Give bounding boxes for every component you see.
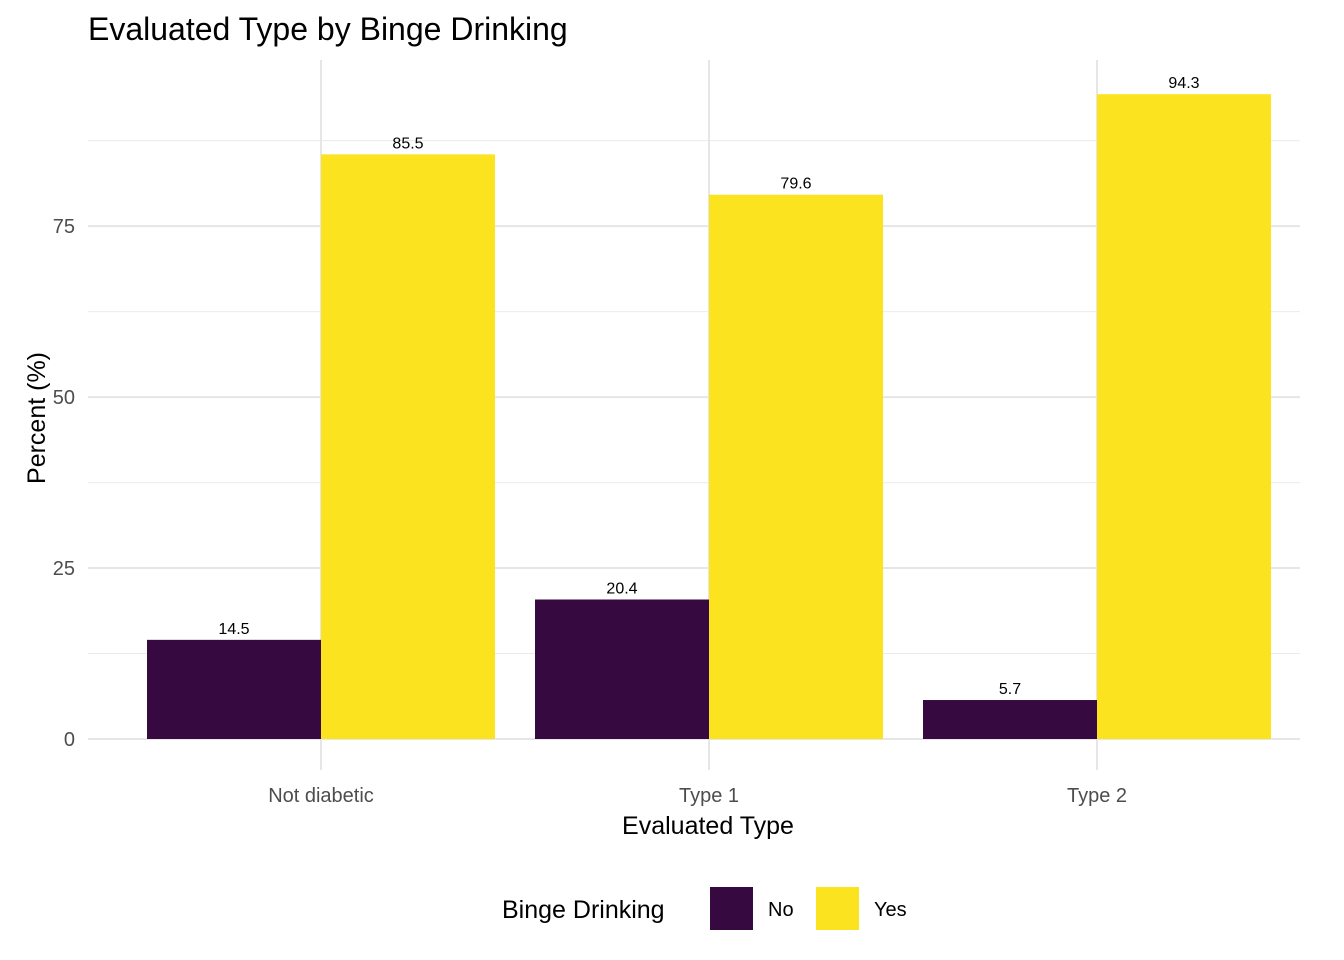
bar-yes-type-1 [709,194,883,740]
data-label: 94.3 [1168,75,1199,92]
bar-yes-not-diabetic [321,154,495,739]
data-label: 14.5 [218,621,249,638]
data-label: 85.5 [392,135,423,152]
x-tick-label: Not diabetic [268,785,374,807]
data-label: 5.7 [999,681,1021,698]
bar-no-not-diabetic [147,639,321,739]
legend: Binge Drinking No Yes [502,887,907,930]
y-tick-label: 50 [53,387,75,409]
x-tick-label: Type 2 [1067,785,1127,807]
legend-label-no: No [768,899,794,921]
y-tick-label: 0 [64,729,75,751]
bars [147,94,1271,740]
bar-yes-type-2 [1097,94,1271,740]
x-tick-label: Type 1 [679,785,739,807]
y-axis-title: Percent (%) [23,352,51,484]
y-tick-label: 75 [53,216,75,238]
legend-swatch-no [710,887,753,930]
legend-label-yes: Yes [874,899,907,921]
y-tick-label: 25 [53,558,75,580]
data-label: 20.4 [606,581,637,598]
legend-swatch-yes [816,887,859,930]
bar-no-type-2 [923,700,1097,739]
data-labels: 14.5 20.4 5.7 85.5 79.6 94.3 [218,75,1199,698]
y-axis-ticks: 0 25 50 75 [53,216,75,751]
data-label: 79.6 [780,176,811,193]
x-axis-ticks: Not diabetic Type 1 Type 2 [268,785,1127,807]
bar-no-type-1 [535,599,709,739]
x-axis-title: Evaluated Type [622,812,794,840]
legend-title: Binge Drinking [502,896,665,924]
chart-title: Evaluated Type by Binge Drinking [88,11,568,47]
